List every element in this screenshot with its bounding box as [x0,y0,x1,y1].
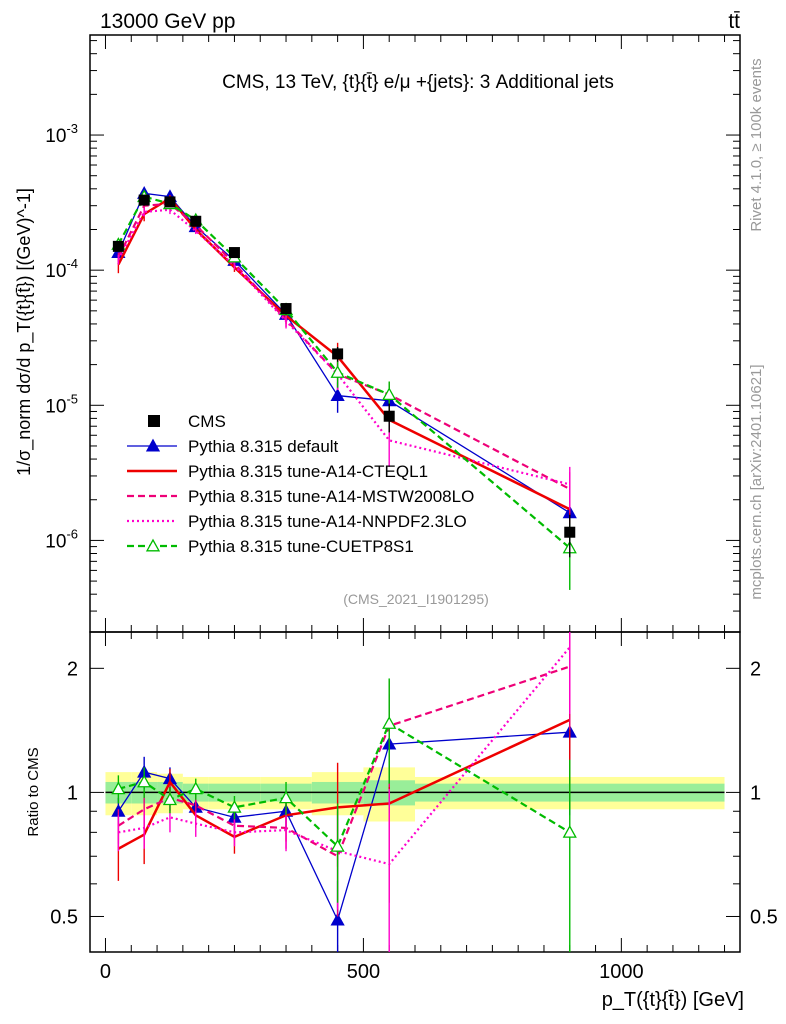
cms-marker [280,303,292,315]
cms-marker [190,215,202,227]
ratio-series-4-marker [162,792,178,806]
ratio-y-tick-label: 0.5 [50,906,78,928]
ratio-series-4-marker [227,799,242,813]
cms-marker [564,526,576,538]
ratio-y-tick-label: 1 [67,782,78,804]
legend-entry-0-marker [148,415,160,427]
header-process: tt̄ [728,10,740,33]
x-tick-label: 0 [100,961,111,983]
cms-marker [332,348,344,360]
side-rivet-label: Rivet 4.1.0, ≥ 100k events [748,58,765,231]
legend-entry-1-label: Pythia 8.315 default [188,437,339,456]
series-4-line [117,208,571,486]
ratio-y-tick-label: 2 [67,658,78,680]
y-axis-label-text: 1/σ_norm dσ/d p_T({t}{t̄}) [(GeV)^-1] [14,188,35,476]
series-5-marker [382,387,397,401]
ratio-series-4-marker [188,781,203,795]
ratio-series-4-marker [111,781,126,795]
ratio-series-4-marker [137,774,152,788]
legend-entry-2-label: Pythia 8.315 tune-A14-CTEQL1 [188,462,428,481]
x-tick-label: 500 [347,961,380,983]
main-y-ticks: 10-6 10-5 10-4 10-3 [45,35,740,632]
cms-marker [138,194,150,206]
ratio-ticks: 0.5 0.5 1 1 2 2 0 500 1000 [50,632,778,983]
legend-entry-5-marker [145,538,161,552]
ratio-series [111,632,577,952]
y-tick-label: 10-3 [45,121,78,147]
header-energy: 13000 GeV pp [100,10,235,33]
ratio-series-2-line [117,665,571,858]
ratio-series-4-marker [562,825,577,838]
legend-entry-1-marker [145,438,161,452]
ratio-series-4-line [118,721,571,849]
cms-marker [164,196,176,208]
series-3-line [117,202,571,491]
legend-entry-3-label: Pythia 8.315 tune-A14-MSTW2008LO [188,487,474,506]
x-axis-label: p_T({t}{t̄}) [GeV] [602,989,744,1011]
ratio-y-axis-label-text: Ratio to CMS [25,747,42,836]
ratio-series-0-marker [330,912,345,926]
legend-entry-5-label: Pythia 8.315 tune-CUETP8S1 [188,537,414,556]
x-tick-label: 1000 [599,961,644,983]
main-series [111,186,577,590]
side-site-label: mcplots.cern.ch [arXiv:2401.10621] [748,364,765,599]
y-tick-label: 10-6 [45,526,78,552]
y-tick-label: 10-4 [45,256,78,282]
ratio-y-tick-label-right: 1 [750,782,761,804]
legend-entry-4-label: Pythia 8.315 tune-A14-NNPDF2.3LO [188,512,467,531]
ratio-series-4-marker [330,838,345,852]
ratio-y-axis-label: Ratio to CMS [25,747,42,836]
legend-entry-0-label: CMS [188,412,226,431]
ratio-series-4-marker [382,716,397,729]
analysis-label: (CMS_2021_I1901295) [343,591,489,607]
series-5-marker [330,365,345,378]
ratio-y-tick-label-right: 0.5 [750,906,778,928]
cms-marker [383,410,395,422]
ratio-series-4-marker [278,790,294,804]
site-reference-text: mcplots.cern.ch [arXiv:2401.10621] [748,364,765,599]
ratio-series-0-line [117,731,570,922]
ratio-y-tick-label-right: 2 [750,658,761,680]
main-y-axis-label: 1/σ_norm dσ/d p_T({t}{t̄}) [(GeV)^-1] [14,188,35,476]
series-1-marker [330,388,345,402]
cms-marker [112,240,124,252]
ratio-uncertainty-band [105,767,725,822]
rivet-version-text: Rivet 4.1.0, ≥ 100k events [748,58,765,231]
y-tick-label: 10-5 [45,391,78,417]
cms-marker [228,247,240,259]
main-title: CMS, 13 TeV, {t}{t̄} e/μ +{jets}: 3 Addi… [222,72,614,93]
legend: CMS Pythia 8.315 default Pythia 8.315 tune… [127,412,474,556]
